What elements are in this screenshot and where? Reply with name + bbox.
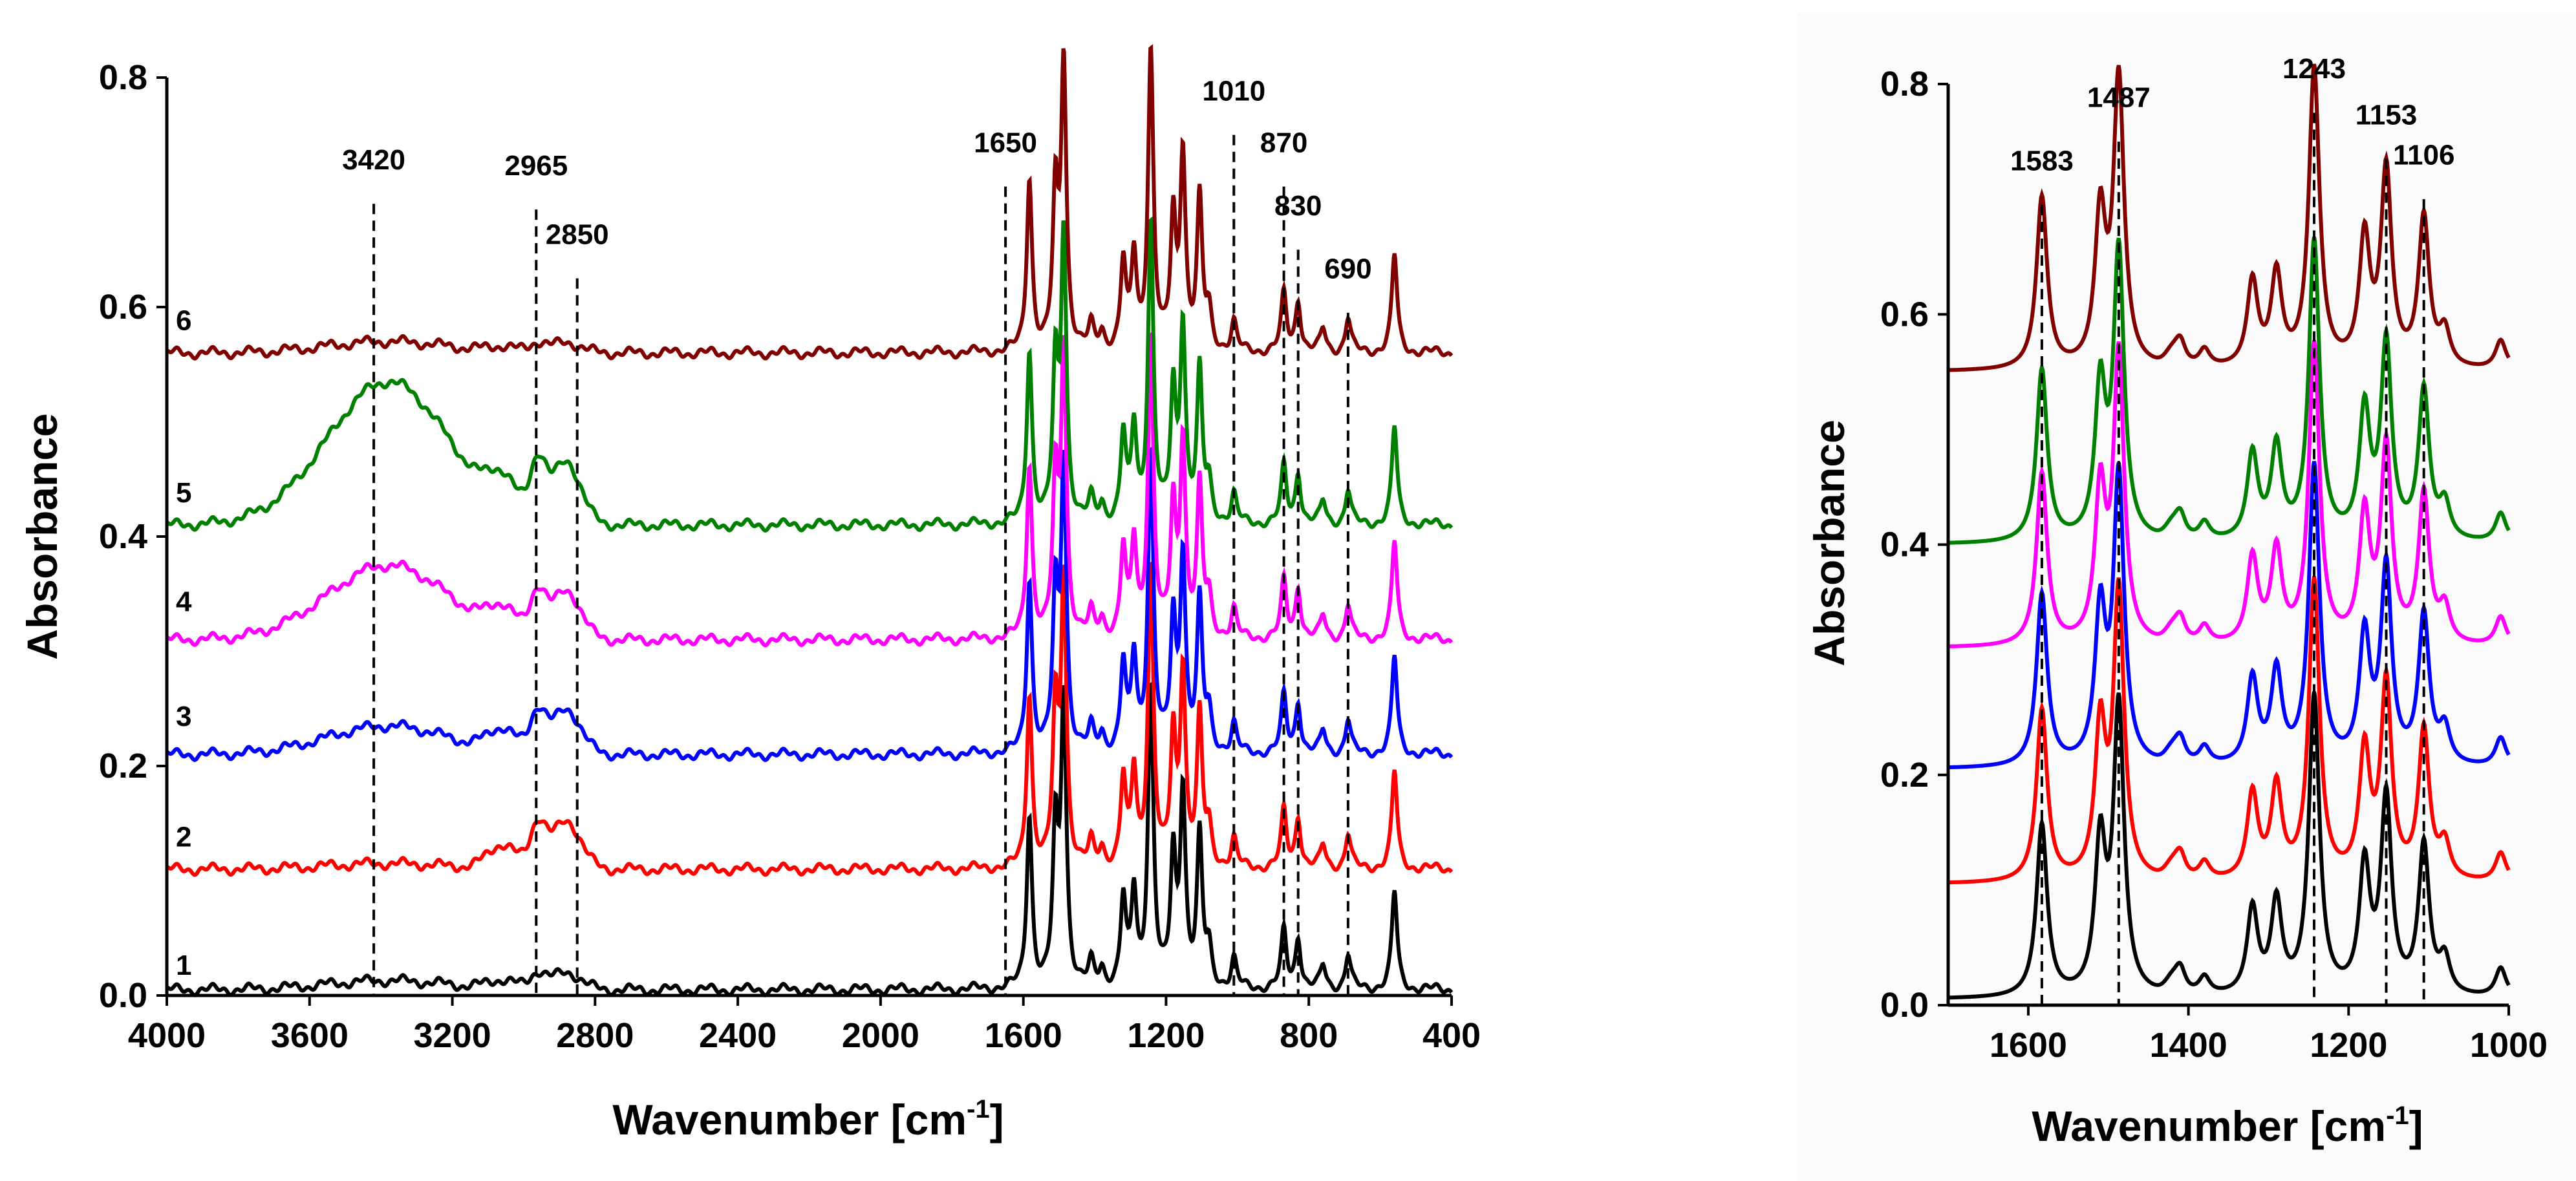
series-5-line: [166, 216, 1454, 533]
right-x-tick-label-1000: 1000: [2470, 1026, 2548, 1065]
x-axis-title: Wavenumber [cm-1]: [612, 1095, 1004, 1144]
zoom-series-6-line: [1948, 63, 2511, 372]
left-x-tick-label-3600: 3600: [271, 1016, 349, 1055]
left-y-tick-label-0.6: 0.6: [99, 288, 147, 326]
peak-label-2850: 2850: [546, 218, 609, 250]
left-x-tick-label-800: 800: [1280, 1016, 1338, 1055]
left-x-tick-label-3200: 3200: [414, 1016, 491, 1055]
series-6-label: 6: [176, 305, 191, 337]
zoom-peak-label-1487: 1487: [2087, 82, 2151, 114]
right-y-tick-label-0.2: 0.2: [1880, 756, 1929, 794]
peak-label-870: 870: [1260, 127, 1307, 158]
fingerprint-series-group: [1948, 63, 2511, 1000]
zoom-series-2-line: [1948, 576, 2511, 885]
left-y-tick-label-0.2: 0.2: [99, 747, 147, 785]
zoom-peak-label-1583: 1583: [2010, 145, 2074, 177]
left-x-tick-label-1200: 1200: [1127, 1016, 1205, 1055]
full-spectrum-ticks: 4000 3600 3200 2800 2400 2000 1600 1200 800 400 0.…: [99, 58, 1481, 1055]
left-x-tick-label-2400: 2400: [699, 1016, 777, 1055]
peak-label-1010: 1010: [1202, 76, 1265, 107]
zoom-peak-label-1106: 1106: [2393, 140, 2454, 171]
series-5-label: 5: [176, 477, 191, 509]
series-4-line: [166, 330, 1454, 648]
peak-label-830: 830: [1274, 190, 1322, 222]
series-2-label: 2: [176, 821, 191, 853]
left-y-tick-label-0.8: 0.8: [99, 58, 147, 97]
left-y-tick-label-0.4: 0.4: [99, 517, 147, 556]
series-1-line: [166, 681, 1454, 997]
zoom-x-axis-title: Wavenumber [cm-1]: [2032, 1101, 2423, 1150]
y-axis-title: Absorbance: [18, 413, 66, 659]
zoom-series-4-line: [1948, 340, 2511, 648]
zoom-peak-label-1243: 1243: [2282, 53, 2346, 85]
left-x-tick-label-2000: 2000: [842, 1016, 919, 1055]
right-y-tick-label-0.6: 0.6: [1880, 295, 1929, 334]
series-1-label: 1: [176, 950, 191, 981]
zoom-y-axis-title: Absorbance: [1805, 420, 1853, 666]
series-4-label: 4: [176, 586, 192, 617]
left-x-tick-label-1600: 1600: [985, 1016, 1062, 1055]
left-x-tick-label-400: 400: [1422, 1016, 1481, 1055]
fingerprint-ticks: 1600 1400 1200 1000 0.0 0.2 0.4 0.6 0.8: [1880, 65, 2548, 1065]
peak-label-1650: 1650: [974, 127, 1037, 158]
series-2-line: [166, 560, 1454, 877]
right-y-tick-label-0.0: 0.0: [1880, 986, 1929, 1025]
fingerprint-peak-markers: 1583 1487 1243 1153 1106: [2010, 53, 2454, 1005]
peak-label-2965: 2965: [504, 150, 568, 182]
series-3-label: 3: [176, 701, 191, 732]
zoom-peak-label-1153: 1153: [2356, 99, 2417, 131]
left-x-tick-label-2800: 2800: [556, 1016, 634, 1055]
right-x-tick-label-1200: 1200: [2310, 1026, 2387, 1065]
series-6-line: [166, 44, 1454, 361]
right-x-tick-label-1400: 1400: [2150, 1026, 2227, 1065]
left-y-tick-label-0.0: 0.0: [99, 976, 147, 1015]
full-spectrum-series-group: 1 2 3 4 5 6: [166, 44, 1454, 997]
zoom-series-1-line: [1948, 691, 2511, 1000]
zoom-series-5-line: [1948, 236, 2511, 545]
series-3-line: [166, 445, 1454, 762]
fingerprint-zoom-chart: 1583 1487 1243 1153 1106 1600 1400 1200 1000 0.0…: [1805, 53, 2548, 1150]
peak-label-690: 690: [1324, 253, 1371, 285]
full-spectrum-axes: [165, 78, 1452, 997]
right-y-tick-label-0.8: 0.8: [1880, 65, 1929, 103]
right-y-tick-label-0.4: 0.4: [1880, 526, 1929, 564]
left-x-tick-label-4000: 4000: [128, 1016, 206, 1055]
peak-label-3420: 3420: [342, 144, 405, 176]
right-x-tick-label-1600: 1600: [1990, 1026, 2067, 1065]
